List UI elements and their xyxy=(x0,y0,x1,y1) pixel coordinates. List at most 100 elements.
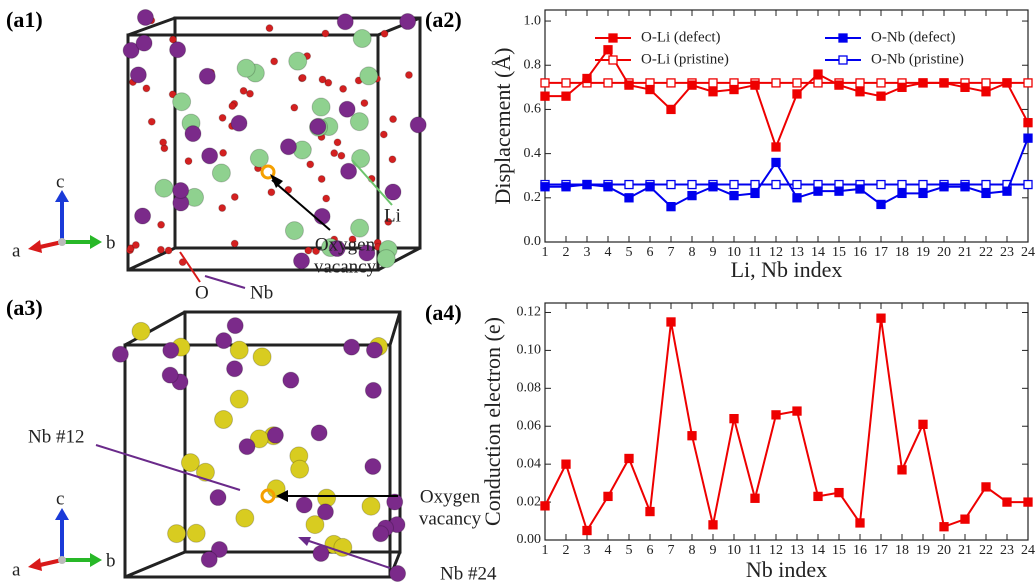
marker xyxy=(562,79,570,87)
atom xyxy=(165,247,172,254)
marker xyxy=(688,81,696,89)
marker xyxy=(1024,119,1032,127)
atom xyxy=(267,427,283,443)
atom-label: O xyxy=(195,282,209,303)
marker xyxy=(541,92,549,100)
marker xyxy=(667,105,675,113)
atom xyxy=(168,525,186,543)
x-tick-label: 3 xyxy=(584,543,591,558)
atom xyxy=(377,250,395,268)
y-axis-title: Displacement (Å) xyxy=(490,48,515,205)
y-tick-label: 0.08 xyxy=(517,381,542,396)
x-tick-label: 16 xyxy=(853,543,867,558)
marker xyxy=(1024,181,1032,189)
arrow-head xyxy=(28,558,42,571)
atom xyxy=(305,247,312,254)
atom xyxy=(340,85,347,92)
x-tick-label: 8 xyxy=(689,543,696,558)
marker xyxy=(541,502,549,510)
atom xyxy=(311,425,327,441)
marker xyxy=(856,79,864,87)
marker xyxy=(982,483,990,491)
atom xyxy=(361,100,368,107)
atom xyxy=(230,390,248,408)
atom xyxy=(289,52,307,70)
marker xyxy=(877,181,885,189)
marker xyxy=(646,508,654,516)
atom xyxy=(334,139,341,146)
y-tick-label: 0.4 xyxy=(524,146,542,161)
y-tick-label: 0.12 xyxy=(517,305,542,320)
panel-label: (a4) xyxy=(425,300,462,325)
panel-label: (a3) xyxy=(6,295,43,320)
atom xyxy=(291,460,309,478)
atom xyxy=(266,25,273,32)
x-tick-label: 11 xyxy=(748,543,761,558)
atom xyxy=(112,346,128,362)
x-tick-label: 20 xyxy=(937,245,951,260)
marker xyxy=(709,88,717,96)
atom xyxy=(230,341,248,359)
atom xyxy=(227,318,243,334)
atom xyxy=(410,117,426,133)
plot-frame xyxy=(545,10,1028,242)
series-line xyxy=(545,318,1028,530)
arrow-head xyxy=(90,553,102,567)
x-tick-label: 17 xyxy=(874,543,888,558)
atom xyxy=(231,240,238,247)
pointer xyxy=(352,160,392,205)
marker xyxy=(919,420,927,428)
atom xyxy=(236,509,254,527)
marker xyxy=(751,81,759,89)
marker xyxy=(793,79,801,87)
marker xyxy=(625,454,633,462)
marker xyxy=(856,519,864,527)
marker xyxy=(919,79,927,87)
marker xyxy=(982,79,990,87)
x-tick-label: 21 xyxy=(958,245,972,260)
atom xyxy=(322,30,329,37)
marker xyxy=(688,181,696,189)
marker xyxy=(772,158,780,166)
atom xyxy=(312,98,330,116)
x-tick-label: 18 xyxy=(895,245,909,260)
marker xyxy=(625,181,633,189)
marker xyxy=(961,83,969,91)
atom xyxy=(294,253,310,269)
atom-label: Nb #12 xyxy=(28,426,84,447)
marker xyxy=(604,492,612,500)
atom-label: Nb #24 xyxy=(440,563,497,584)
marker xyxy=(583,527,591,535)
atom xyxy=(237,59,255,77)
series-line xyxy=(545,138,1028,206)
marker xyxy=(562,460,570,468)
marker xyxy=(730,86,738,94)
x-axis-title: Li, Nb index xyxy=(731,257,843,282)
atom xyxy=(136,35,152,51)
marker xyxy=(604,79,612,87)
marker xyxy=(730,415,738,423)
marker xyxy=(583,181,591,189)
x-tick-label: 13 xyxy=(790,543,804,558)
atom xyxy=(339,101,355,117)
y-tick-label: 0.00 xyxy=(517,532,542,547)
atom xyxy=(143,85,150,92)
atom xyxy=(160,139,167,146)
x-tick-label: 21 xyxy=(958,543,972,558)
atom xyxy=(250,149,268,167)
marker xyxy=(772,143,780,151)
axis-label: b xyxy=(106,550,116,571)
atom xyxy=(231,193,238,200)
atom xyxy=(296,497,312,513)
atom xyxy=(319,76,326,83)
plot-frame xyxy=(545,303,1028,540)
marker xyxy=(688,192,696,200)
marker xyxy=(562,92,570,100)
marker xyxy=(982,181,990,189)
atom xyxy=(353,30,371,48)
marker xyxy=(793,90,801,98)
legend-label: O-Li (defect) xyxy=(641,29,721,45)
atom xyxy=(389,156,396,163)
atom xyxy=(137,9,153,25)
x-tick-label: 5 xyxy=(626,245,633,260)
